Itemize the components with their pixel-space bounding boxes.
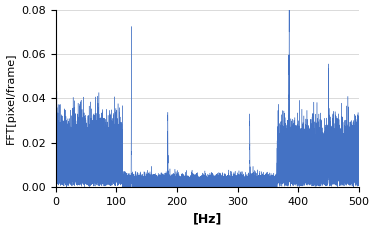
Y-axis label: FFT[pixel/frame]: FFT[pixel/frame] bbox=[6, 53, 15, 144]
X-axis label: [Hz]: [Hz] bbox=[193, 213, 222, 225]
